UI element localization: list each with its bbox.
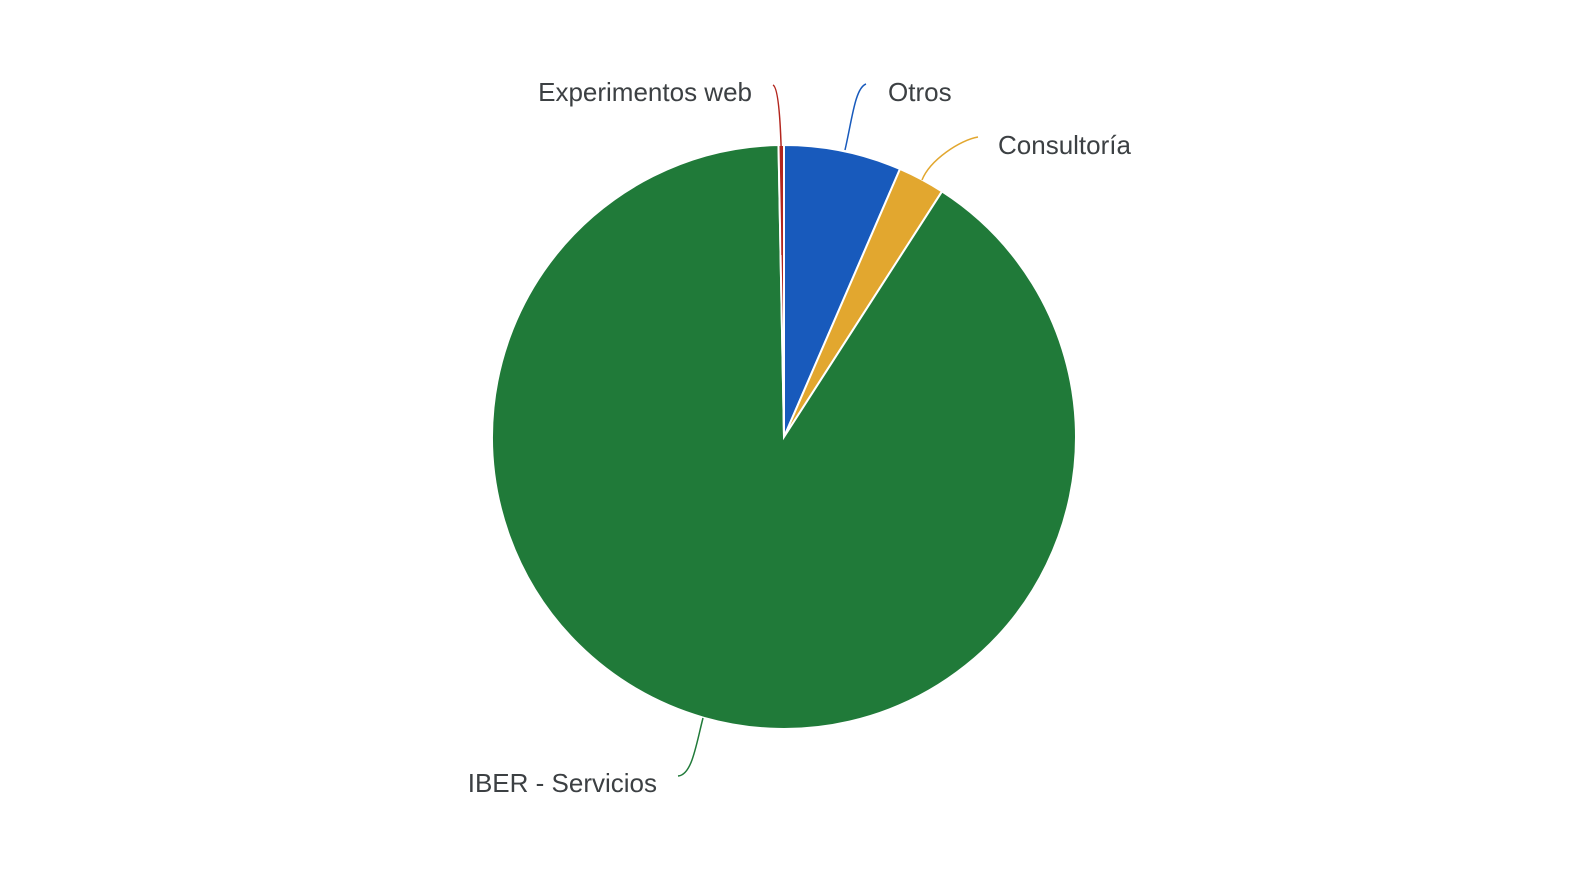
slice-label: Experimentos web (538, 77, 752, 107)
slice-label: Consultoría (998, 130, 1131, 160)
pie-slice (491, 144, 1077, 730)
leader-line (677, 717, 704, 777)
leader-line (772, 84, 783, 256)
pie-slice (783, 143, 902, 438)
leader-line (844, 83, 867, 151)
leader-line (921, 136, 979, 181)
slice-label: Otros (888, 77, 952, 107)
slice-label: IBER - Servicios (468, 768, 657, 798)
